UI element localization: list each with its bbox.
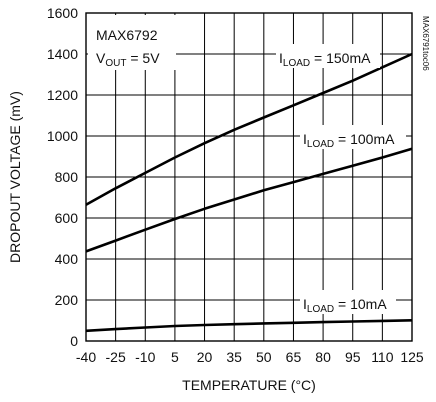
y-tick-label: 800	[55, 169, 79, 185]
data-series	[85, 52, 413, 333]
x-tick-label: 35	[226, 349, 242, 365]
x-tick-label: 95	[345, 349, 361, 365]
x-tick-labels: -40 -25 -10 5 20 35 50 65 80 95 110 125	[76, 349, 424, 365]
y-tick-label: 1200	[47, 87, 78, 103]
y-tick-labels: 0 200 400 600 800 1000 1200 1400 1600	[47, 5, 78, 349]
series-line-150ma	[85, 52, 413, 206]
series-line-10ma	[85, 319, 413, 333]
series-line-100ma	[85, 147, 413, 253]
legend-condition: VOUT = 5V	[96, 50, 160, 69]
x-tick-label: 65	[286, 349, 302, 365]
y-tick-label: 1400	[47, 46, 78, 62]
legend-title: MAX6792	[96, 27, 158, 43]
y-tick-label: 1000	[47, 128, 78, 144]
x-tick-label: 125	[400, 349, 424, 365]
y-tick-label: 200	[55, 292, 79, 308]
x-tick-label: -10	[135, 349, 155, 365]
svg-text:ILOAD = 10mA: ILOAD = 10mA	[303, 296, 387, 315]
x-tick-label: -40	[76, 349, 96, 365]
y-tick-label: 1600	[47, 5, 78, 21]
x-axis-title: TEMPERATURE (°C)	[182, 377, 316, 393]
svg-text:ILOAD = 150mA: ILOAD = 150mA	[279, 50, 371, 69]
x-tick-label: 5	[171, 349, 179, 365]
plot-frame	[85, 12, 413, 342]
y-tick-label: 400	[55, 251, 79, 267]
y-axis-title: DROPOUT VOLTAGE (mV)	[7, 91, 23, 263]
svg-text:ILOAD = 100mA: ILOAD = 100mA	[303, 131, 395, 150]
x-tick-label: 80	[315, 349, 331, 365]
side-label-bg	[413, 14, 427, 94]
series-label-150ma: ILOAD = 150mA	[276, 44, 380, 69]
series-label-10ma: ILOAD = 10mA	[300, 290, 396, 315]
y-tick-label: 600	[55, 210, 79, 226]
y-tick-label: 0	[70, 333, 78, 349]
x-tick-label: -25	[106, 349, 126, 365]
x-tick-label: 20	[197, 349, 213, 365]
x-tick-label: 110	[371, 349, 394, 365]
x-tick-label: 50	[256, 349, 272, 365]
series-label-100ma: ILOAD = 100mA	[300, 125, 406, 150]
legend-box	[88, 15, 176, 70]
side-label: MAX6791toc06	[421, 16, 430, 71]
